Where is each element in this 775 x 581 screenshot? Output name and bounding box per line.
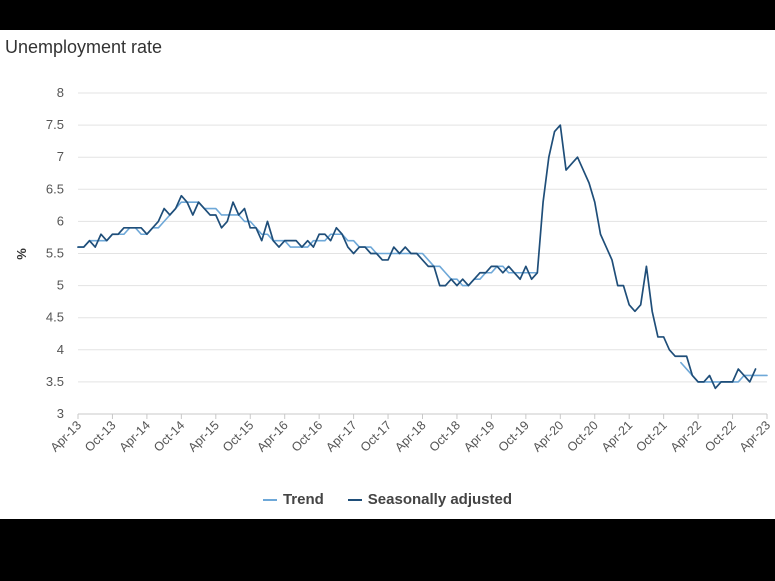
x-tick-label: Apr-18 — [392, 418, 428, 454]
chart-panel: Unemployment rate 8 7.5 7 6.5 6 5.5 5 4.5 4 3.5 3 A… — [0, 30, 775, 519]
x-tick-label: Oct-15 — [220, 418, 256, 454]
chart-title: Unemployment rate — [5, 37, 163, 57]
y-tick-label: 5 — [57, 278, 64, 293]
x-tick-label: Oct-21 — [633, 418, 669, 454]
y-tick-label: 7 — [57, 149, 64, 164]
x-tick-label: Apr-20 — [530, 418, 566, 454]
x-tick-label: Oct-18 — [427, 418, 463, 454]
x-tick-label: Oct-14 — [151, 418, 187, 454]
x-tick-label: Apr-16 — [254, 418, 290, 454]
x-tick-label: Apr-21 — [599, 418, 635, 454]
x-tick-label: Apr-22 — [668, 418, 704, 454]
y-tick-label: 7.5 — [46, 117, 64, 132]
legend-item[interactable]: Trend — [262, 491, 324, 508]
legend-label: Seasonally adjusted — [367, 491, 513, 508]
y-tick-label: 3 — [57, 406, 64, 421]
x-tick-label: Oct-13 — [82, 418, 118, 454]
legend-item[interactable]: Seasonally adjusted — [347, 491, 513, 508]
x-tick-label: Oct-17 — [358, 418, 394, 454]
x-tick-label: Apr-19 — [461, 418, 497, 454]
y-tick-label: 4.5 — [46, 310, 64, 325]
y-tick-label: 5.5 — [46, 246, 64, 261]
chart-legend: Trend Seasonally adjusted — [0, 491, 775, 508]
legend-swatch — [347, 499, 362, 502]
y-tick-label: 8 — [57, 85, 64, 100]
y-axis-label: % — [14, 248, 29, 260]
y-tick-label: 6.5 — [46, 181, 64, 196]
y-tick-label: 4 — [57, 342, 64, 357]
line-chart: 87.576.565.554.543.53Apr-13Oct-13Apr-14O… — [14, 85, 773, 455]
x-tick-label: Apr-15 — [185, 418, 221, 454]
x-tick-label: Apr-17 — [323, 418, 359, 454]
x-tick-label: Apr-13 — [48, 418, 84, 454]
x-tick-label: Oct-20 — [564, 418, 600, 454]
y-tick-label: 6 — [57, 213, 64, 228]
x-tick-label: Oct-19 — [496, 418, 532, 454]
y-tick-label: 3.5 — [46, 374, 64, 389]
x-tick-label: Apr-23 — [737, 418, 773, 454]
x-tick-label: Apr-14 — [117, 418, 153, 454]
x-tick-label: Oct-22 — [702, 418, 738, 454]
x-tick-label: Oct-16 — [289, 418, 325, 454]
series-line-trend — [77, 201, 539, 287]
series-line-seasonally-adjusted — [77, 124, 757, 390]
legend-swatch — [262, 499, 277, 502]
legend-label: Trend — [282, 491, 324, 508]
